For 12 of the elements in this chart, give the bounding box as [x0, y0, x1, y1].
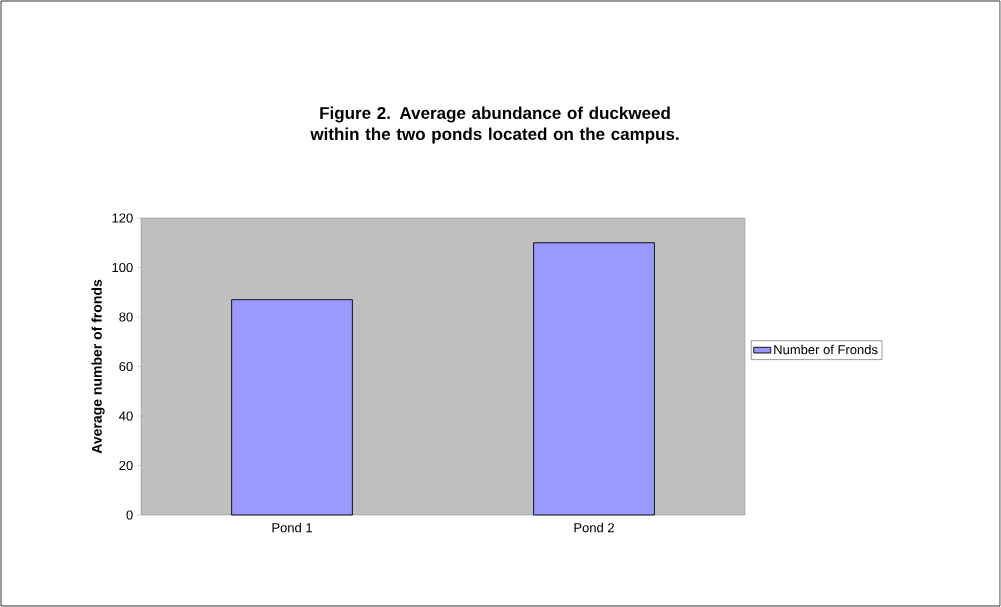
y-tick-label: 20	[119, 460, 133, 471]
chart-title: Figure 2. Average abundance of duckweed within the two ponds located on the campus.	[310, 106, 679, 144]
x-tick-label: Pond 2	[574, 522, 614, 533]
y-tick-label: 80	[119, 312, 133, 322]
y-tick-label: 100	[112, 262, 133, 273]
x-tick-label: Pond 1	[272, 522, 312, 533]
y-tick-label: 60	[119, 361, 133, 372]
y-tick-label: 0	[126, 510, 133, 520]
y-axis-title: Average number of fronds	[91, 279, 105, 454]
y-tick-label: 120	[112, 213, 133, 223]
legend-label: Number of Fronds	[774, 344, 878, 355]
y-tick-label: 40	[119, 411, 133, 421]
